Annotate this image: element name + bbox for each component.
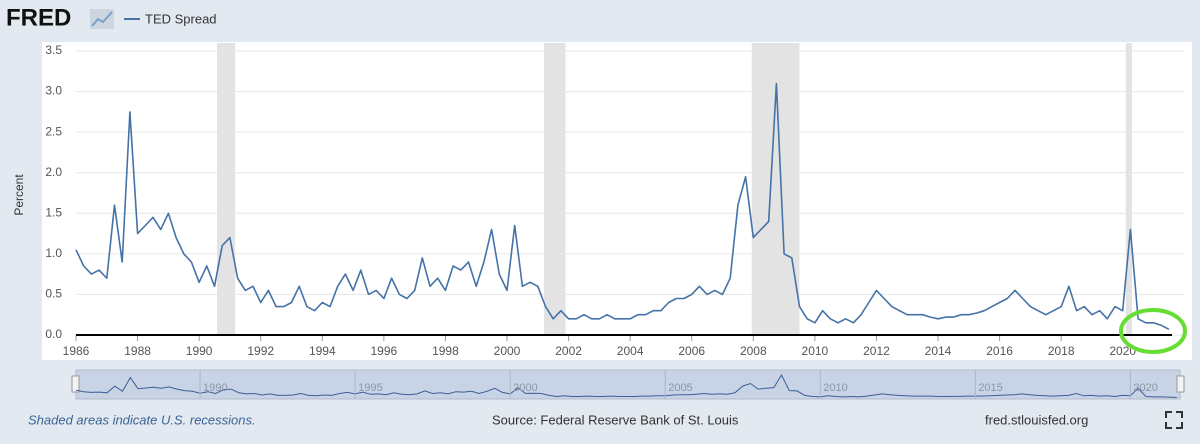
navigator-tick-label: 2010 xyxy=(823,382,847,394)
legend-label[interactable]: TED Spread xyxy=(145,11,217,26)
recession-band xyxy=(543,43,566,335)
navigator-handle[interactable] xyxy=(1176,375,1185,393)
y-tick-label: 3.0 xyxy=(45,84,62,98)
x-tick-label: 1996 xyxy=(371,344,398,358)
navigator-tick-label: 2000 xyxy=(513,382,537,394)
x-tick-label: 2004 xyxy=(617,344,644,358)
navigator-tick-label: 2015 xyxy=(978,382,1002,394)
x-tick-label: 2008 xyxy=(740,344,767,358)
x-tick-label: 1988 xyxy=(124,344,151,358)
y-tick-label: 0.5 xyxy=(45,287,62,301)
logo-icon xyxy=(90,9,114,29)
y-tick-label: 0.0 xyxy=(45,327,62,341)
x-tick-label: 1986 xyxy=(63,344,90,358)
plot-background xyxy=(42,42,1192,360)
fullscreen-icon[interactable] xyxy=(1165,411,1183,429)
y-tick-label: 2.0 xyxy=(45,165,62,179)
x-tick-label: 2016 xyxy=(986,344,1013,358)
series-line xyxy=(75,82,1170,331)
navigator-tick-label: 1990 xyxy=(203,382,227,394)
x-tick-label: 2018 xyxy=(1048,344,1075,358)
x-tick-label: 2006 xyxy=(678,344,705,358)
y-tick-label: 2.5 xyxy=(45,124,62,138)
y-tick-label: 1.0 xyxy=(45,246,62,260)
y-tick-label: 3.5 xyxy=(45,43,62,57)
url[interactable]: fred.stlouisfed.org xyxy=(985,412,1088,427)
x-tick-label: 2002 xyxy=(555,344,582,358)
x-tick-label: 2010 xyxy=(802,344,829,358)
recession-band xyxy=(217,43,236,335)
x-tick-label: 2014 xyxy=(925,344,952,358)
x-tick-label: 1994 xyxy=(309,344,336,358)
highlight-circle xyxy=(1119,308,1187,354)
y-tick-label: 1.5 xyxy=(45,205,62,219)
logo[interactable]: FRED xyxy=(6,4,71,31)
x-tick-label: 1990 xyxy=(186,344,213,358)
y-axis-label: Percent xyxy=(12,174,26,216)
navigator-tick-label: 1995 xyxy=(358,382,382,394)
recession-band xyxy=(1125,43,1132,335)
recession-note: Shaded areas indicate U.S. recessions. xyxy=(28,412,256,427)
source: Source: Federal Reserve Bank of St. Loui… xyxy=(492,412,739,427)
x-tick-label: 1992 xyxy=(247,344,274,358)
navigator-handle[interactable] xyxy=(71,375,80,393)
x-tick-label: 1998 xyxy=(432,344,459,358)
x-tick-label: 2000 xyxy=(494,344,521,358)
navigator-tick-label: 2005 xyxy=(668,382,692,394)
plot: 0.0 0.5 1.0 1.5 2.0 2.5 3.0 3.5 1986 1988 1990 1992… xyxy=(45,43,1185,399)
navigator-line xyxy=(75,373,1177,398)
x-tick-label: 2012 xyxy=(863,344,890,358)
navigator-tick-label: 2020 xyxy=(1133,382,1157,394)
